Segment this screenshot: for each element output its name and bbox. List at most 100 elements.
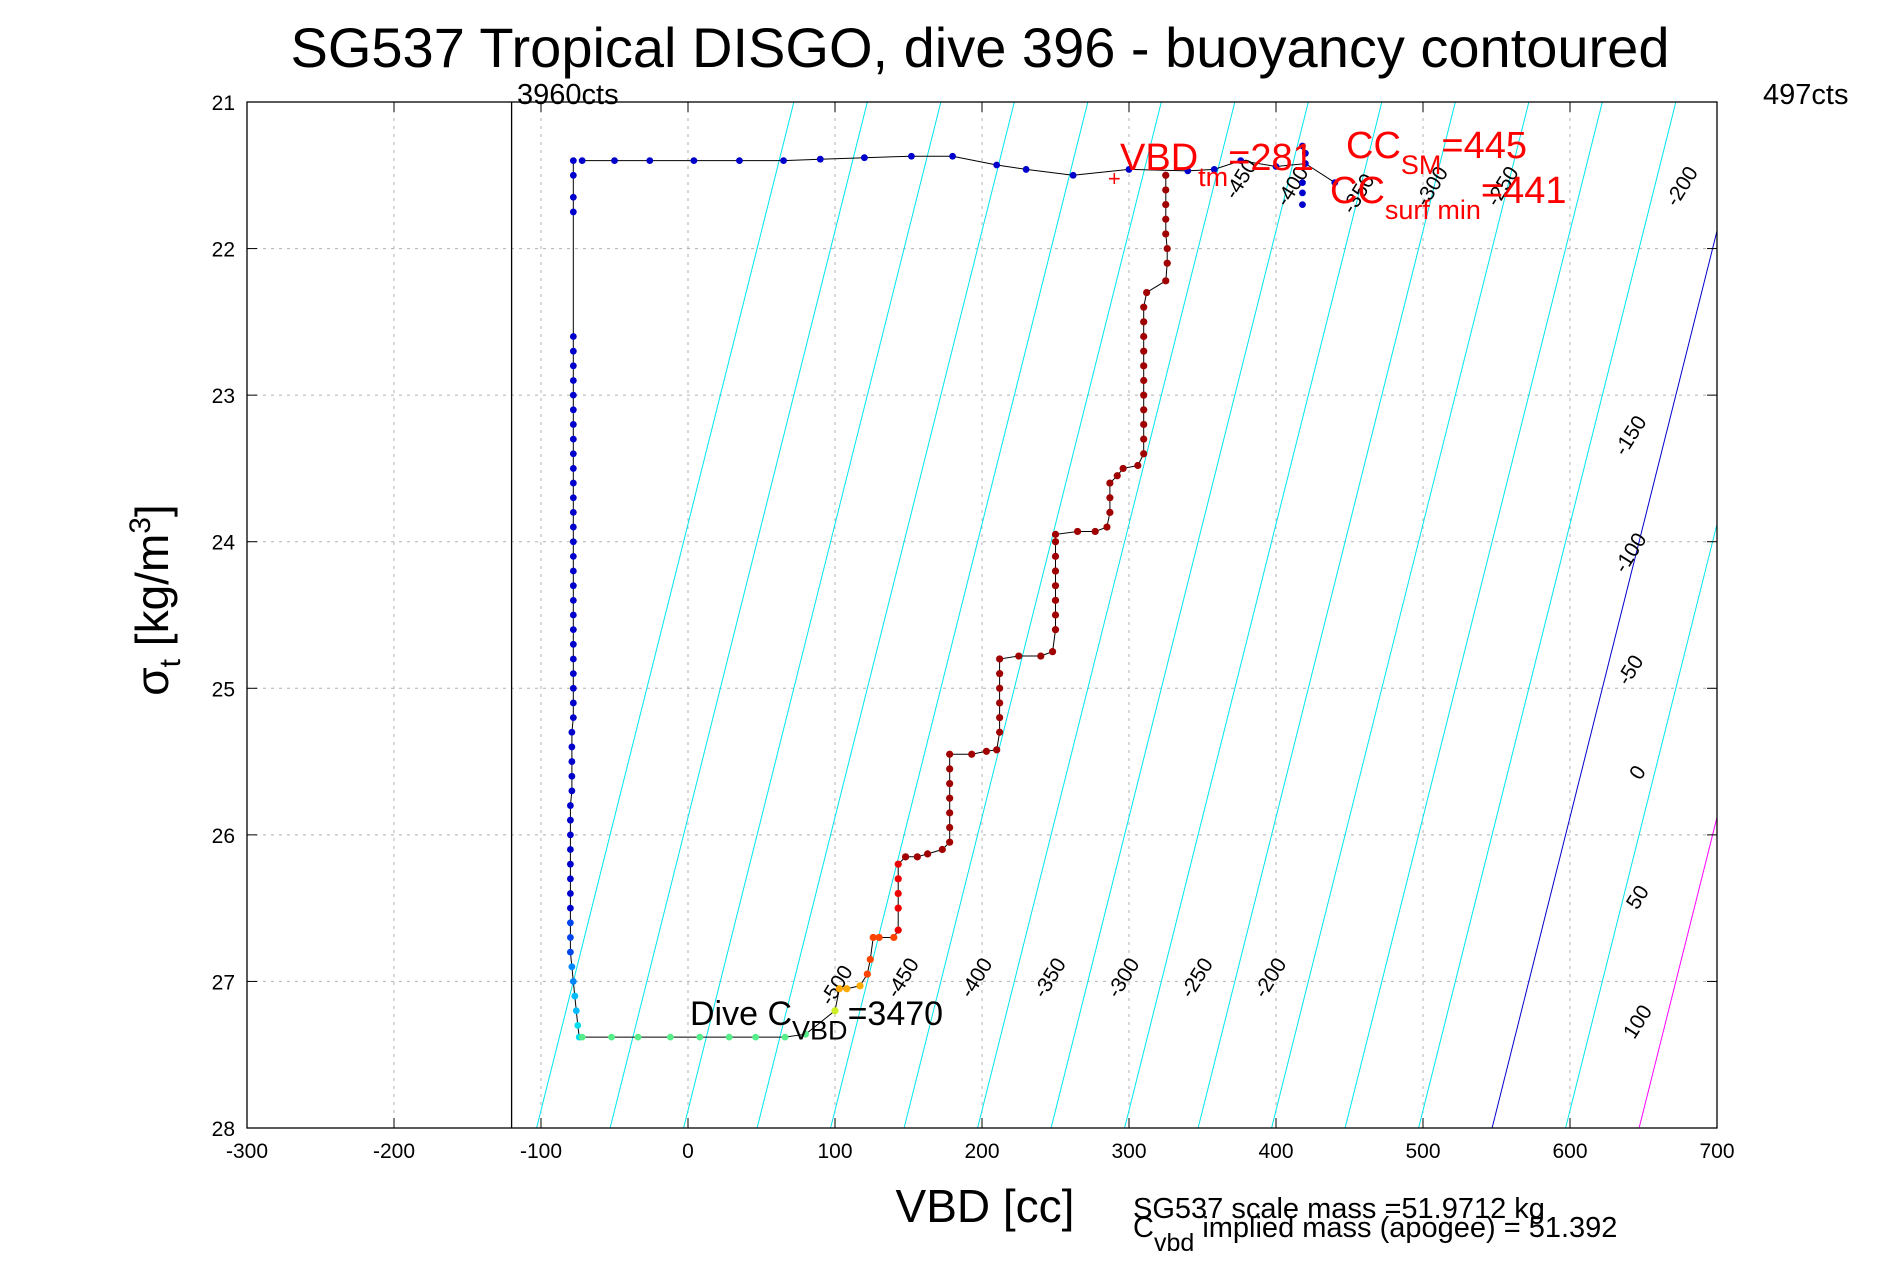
climb-point bbox=[938, 845, 946, 854]
climb-point bbox=[1037, 652, 1045, 660]
climb-point bbox=[946, 765, 954, 773]
climb-point bbox=[1051, 530, 1060, 538]
surface-point bbox=[993, 161, 1001, 169]
y-tick-label: 28 bbox=[212, 1118, 235, 1141]
climb-point bbox=[901, 853, 910, 861]
plot-area: -500 -450 -400 -350 -300 -250 -200-150-100-500… bbox=[212, 92, 1735, 1163]
dive-point bbox=[567, 948, 574, 956]
climb-point bbox=[1106, 494, 1114, 502]
contour-line bbox=[977, 102, 1236, 1128]
dive-point bbox=[567, 875, 574, 883]
contour-line bbox=[830, 102, 1089, 1128]
climb-point bbox=[1140, 332, 1148, 341]
x-tick-label: -100 bbox=[520, 1140, 562, 1163]
dive-point bbox=[569, 567, 577, 575]
dive-point bbox=[569, 509, 577, 516]
climb-point bbox=[924, 850, 932, 858]
contour-label: -400 bbox=[956, 954, 998, 1002]
x-tick-label: 100 bbox=[817, 1140, 852, 1163]
surface-point bbox=[1210, 166, 1218, 173]
dive-point bbox=[569, 582, 577, 590]
y-label-sub: t bbox=[154, 658, 187, 667]
dive-point bbox=[569, 538, 577, 546]
climb-point bbox=[1051, 552, 1060, 560]
surface-point bbox=[1299, 142, 1306, 150]
climb-point bbox=[1163, 259, 1171, 267]
dive-point bbox=[567, 934, 574, 941]
climb-point bbox=[996, 699, 1004, 707]
climb-point bbox=[894, 875, 902, 883]
dive-point bbox=[569, 406, 577, 414]
climb-point bbox=[890, 933, 898, 942]
dive-point bbox=[569, 362, 577, 370]
dive-point bbox=[567, 831, 574, 839]
surface-point bbox=[1331, 179, 1339, 187]
climb-point bbox=[1162, 277, 1170, 285]
surface-line bbox=[582, 155, 1336, 184]
contour-line bbox=[1271, 102, 1530, 1128]
contour-line-positive bbox=[1638, 815, 1717, 1128]
scale-mass-label: SG537 scale mass =51.9712 kg bbox=[1133, 1193, 1545, 1225]
surface-point bbox=[1302, 149, 1309, 157]
y-label-rest: [kg/m bbox=[126, 534, 178, 659]
surface-point bbox=[736, 157, 743, 165]
dive-c-vbd-annotation: Dive CVBD=3470 bbox=[690, 995, 943, 1045]
surface-point bbox=[1237, 157, 1245, 165]
dive-point bbox=[569, 494, 577, 502]
dive-point bbox=[569, 171, 577, 179]
contour-label: -150 bbox=[1610, 412, 1652, 460]
climb-point bbox=[1106, 508, 1114, 516]
x-tick-label: -200 bbox=[373, 1140, 415, 1163]
bottom-point bbox=[802, 1030, 809, 1038]
dive-point bbox=[569, 450, 577, 458]
climb-point bbox=[946, 809, 954, 817]
climb-point bbox=[1140, 303, 1148, 311]
y-tick-label: 21 bbox=[212, 92, 235, 115]
climb-point bbox=[1140, 420, 1148, 429]
climb-point bbox=[996, 728, 1004, 736]
surface-point bbox=[690, 157, 698, 165]
dive-point bbox=[568, 743, 576, 751]
climb-point bbox=[866, 955, 874, 964]
y-tick-label: 25 bbox=[212, 678, 235, 701]
bottom-point bbox=[608, 1033, 615, 1041]
y-label-end: ] bbox=[126, 504, 178, 517]
climb-point bbox=[1140, 450, 1148, 458]
climb-point bbox=[1162, 186, 1170, 194]
surface-point bbox=[1184, 167, 1192, 175]
dive-point bbox=[569, 347, 577, 355]
contour-line bbox=[903, 102, 1162, 1128]
dive-point bbox=[569, 421, 577, 428]
climb-point bbox=[996, 670, 1004, 678]
surface-point bbox=[816, 155, 824, 163]
climb-point bbox=[894, 926, 902, 934]
dive-point bbox=[569, 714, 577, 721]
contour-line bbox=[1124, 102, 1383, 1128]
dive-point bbox=[567, 860, 574, 868]
bottom-point bbox=[725, 1033, 733, 1041]
dive-point bbox=[569, 333, 577, 340]
climb-point bbox=[1051, 567, 1060, 575]
dive-point bbox=[569, 670, 577, 678]
surface-point bbox=[1272, 163, 1280, 170]
climb-point bbox=[1162, 230, 1170, 238]
climb-point bbox=[894, 889, 902, 898]
y-axis-label: σt [kg/m3] bbox=[124, 504, 187, 695]
climb-point bbox=[1140, 362, 1148, 370]
x-tick-label: 700 bbox=[1699, 1140, 1734, 1163]
contour-line bbox=[756, 102, 1015, 1128]
surface-marker: + bbox=[1108, 166, 1121, 191]
contour-label: 0 bbox=[1625, 762, 1651, 784]
surface-point bbox=[1125, 166, 1133, 173]
climb-point bbox=[1048, 648, 1057, 656]
x-tick-label: 300 bbox=[1111, 1140, 1146, 1163]
climb-point bbox=[1140, 376, 1148, 385]
y-tick-label: 23 bbox=[212, 385, 235, 408]
dive-point bbox=[569, 552, 577, 560]
dive-point bbox=[571, 992, 579, 1000]
climb-point bbox=[1051, 626, 1060, 634]
surface-point bbox=[611, 157, 618, 165]
climb-point bbox=[894, 860, 902, 868]
climb-point bbox=[1134, 461, 1142, 470]
